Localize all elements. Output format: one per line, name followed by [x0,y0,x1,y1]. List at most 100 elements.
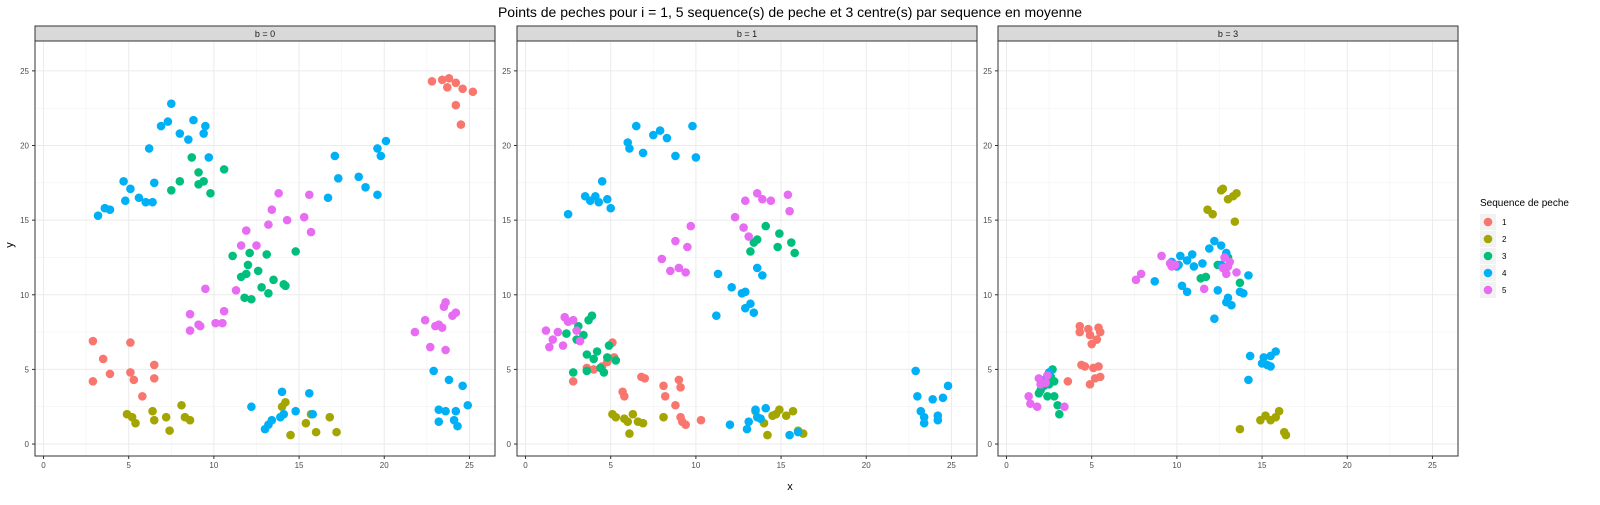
data-point [1223,293,1233,303]
data-point [1055,409,1064,419]
data-point [166,185,176,195]
legend-label: 3 [1502,252,1507,261]
legend-key [1483,251,1493,261]
data-point [93,211,103,220]
data-point [758,271,767,280]
data-point [1213,285,1223,295]
data-point [131,418,140,428]
legend-key [1483,285,1493,295]
data-point [281,397,290,407]
data-point [1080,362,1090,371]
data-point [671,236,680,246]
data-point [582,350,592,359]
data-point [177,400,186,410]
data-point [88,377,98,386]
x-tick-label: 10 [691,461,700,470]
data-point [758,194,767,204]
data-point [1198,259,1207,268]
data-point [604,341,614,350]
x-tick-label: 15 [777,461,786,470]
x-tick-label: 25 [947,461,956,470]
y-tick-label: 5 [507,365,512,374]
data-point [126,184,135,194]
data-point [790,248,800,258]
data-point [444,375,454,385]
y-tick-label: 20 [20,141,29,150]
data-point [740,287,750,297]
data-point [659,381,668,391]
data-point [187,153,197,162]
panel-border [34,40,496,457]
data-point [628,409,638,419]
data-point [468,87,478,97]
data-point [691,153,701,162]
data-point [373,190,382,200]
data-point [149,178,159,188]
panel-background [517,41,977,456]
data-point [1131,275,1141,285]
data-point [1189,262,1199,271]
data-point [683,242,692,252]
data-point [361,182,370,192]
data-point [141,197,151,207]
data-point [245,248,254,258]
data-point [166,99,176,108]
legend-label: 2 [1502,235,1507,244]
data-point [620,391,629,401]
data-point [725,420,735,429]
data-point [299,212,309,222]
chart-title: Points de peches pour i = 1, 5 sequence(… [498,4,1082,20]
data-point [575,336,585,346]
data-point [1024,391,1033,401]
data-point [744,417,754,426]
data-point [262,250,272,259]
data-point [727,283,736,292]
y-tick-label: 20 [502,141,511,150]
data-point [1032,402,1042,412]
y-tick-label: 0 [25,440,30,449]
data-point [444,74,454,83]
y-tick-label: 5 [25,365,30,374]
data-point [463,400,473,410]
data-point [631,121,641,131]
data-point [325,412,335,422]
data-point [1245,351,1255,361]
strip-label: b = 1 [737,29,757,39]
y-tick-label: 10 [20,291,29,300]
y-tick-label: 0 [988,440,993,449]
data-point [185,326,195,335]
data-point [594,197,604,207]
data-point [218,318,227,328]
data-point [201,121,210,131]
data-point [420,315,430,325]
data-point [933,415,943,425]
data-point [458,84,467,94]
data-point [184,135,193,144]
series-2 [1203,184,1291,440]
data-point [451,78,461,88]
data-point [206,188,215,198]
data-point [304,389,314,398]
strip-label: b = 0 [255,29,275,39]
data-point [437,323,447,332]
legend-key [1483,268,1493,278]
data-point [253,266,263,276]
legend-title: Sequence de peche [1480,198,1569,209]
x-tick-label: 25 [465,461,474,470]
x-tick-label: 15 [1258,461,1267,470]
data-point [919,418,929,428]
legend-label: 5 [1502,286,1507,295]
data-point [1043,371,1052,380]
data-point [1175,251,1185,261]
legend-label: 4 [1502,269,1507,278]
legend-entry: 4 [1480,265,1507,281]
series-5 [541,188,794,352]
data-point [301,418,311,428]
data-point [195,321,205,331]
series-3 [166,153,300,304]
data-point [740,196,750,206]
data-point [134,193,144,203]
data-point [1218,184,1228,194]
